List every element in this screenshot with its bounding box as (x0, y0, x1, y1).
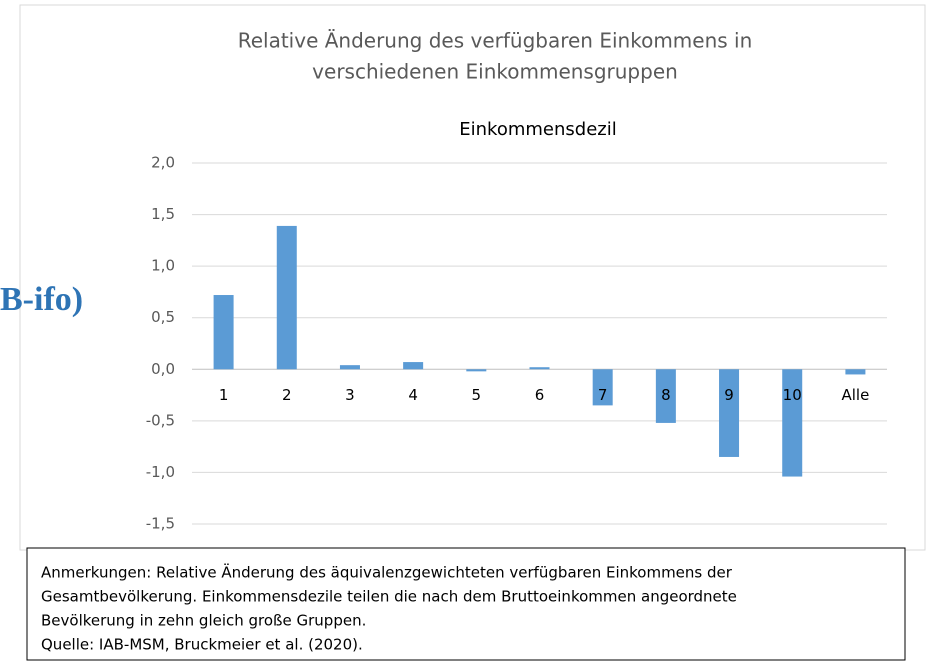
bar (719, 369, 740, 457)
x-tick-label: 2 (282, 386, 292, 404)
chart-frame (19, 4, 926, 551)
bar (466, 369, 487, 372)
chart-title: Relative Änderung des verfügbaren Einkom… (238, 29, 753, 53)
x-tick-label: 3 (345, 386, 355, 404)
bar (403, 362, 424, 370)
bar (655, 369, 676, 423)
x-tick-label: 6 (535, 386, 545, 404)
bar (782, 369, 803, 477)
y-tick-label: -1,5 (146, 515, 175, 533)
x-tick-label: 10 (783, 386, 802, 404)
bar (529, 367, 550, 370)
bar (339, 365, 360, 370)
x-tick-label: 4 (408, 386, 418, 404)
note-line: Quelle: IAB-MSM, Bruckmeier et al. (2020… (41, 636, 363, 654)
bar (213, 295, 234, 370)
x-tick-label: 9 (724, 386, 734, 404)
y-tick-label: 0,5 (151, 308, 175, 326)
overlay-text: B-ifo) (0, 281, 83, 318)
note-line: Anmerkungen: Relative Änderung des äquiv… (41, 563, 733, 582)
note-box (26, 547, 906, 661)
y-tick-label: 0,0 (151, 360, 175, 378)
note-line: Gesamtbevölkerung. Einkommensdezile teil… (41, 588, 737, 606)
bar (845, 369, 866, 375)
y-tick-label: 1,0 (151, 257, 175, 275)
x-tick-label: 1 (219, 386, 229, 404)
x-tick-label: Alle (841, 386, 869, 404)
chart-subtitle: Einkommensdezil (459, 119, 616, 140)
y-tick-label: 1,5 (151, 205, 175, 223)
x-tick-label: 7 (598, 386, 608, 404)
chart-title: verschiedenen Einkommensgruppen (312, 60, 678, 84)
y-tick-label: -1,0 (146, 463, 175, 481)
x-tick-label: 8 (661, 386, 671, 404)
bar (276, 225, 297, 370)
note-line: Bevölkerung in zehn gleich große Gruppen… (41, 612, 366, 630)
y-tick-label: -0,5 (146, 411, 175, 429)
x-tick-label: 5 (472, 386, 482, 404)
bar (592, 369, 613, 406)
y-tick-label: 2,0 (151, 154, 175, 172)
